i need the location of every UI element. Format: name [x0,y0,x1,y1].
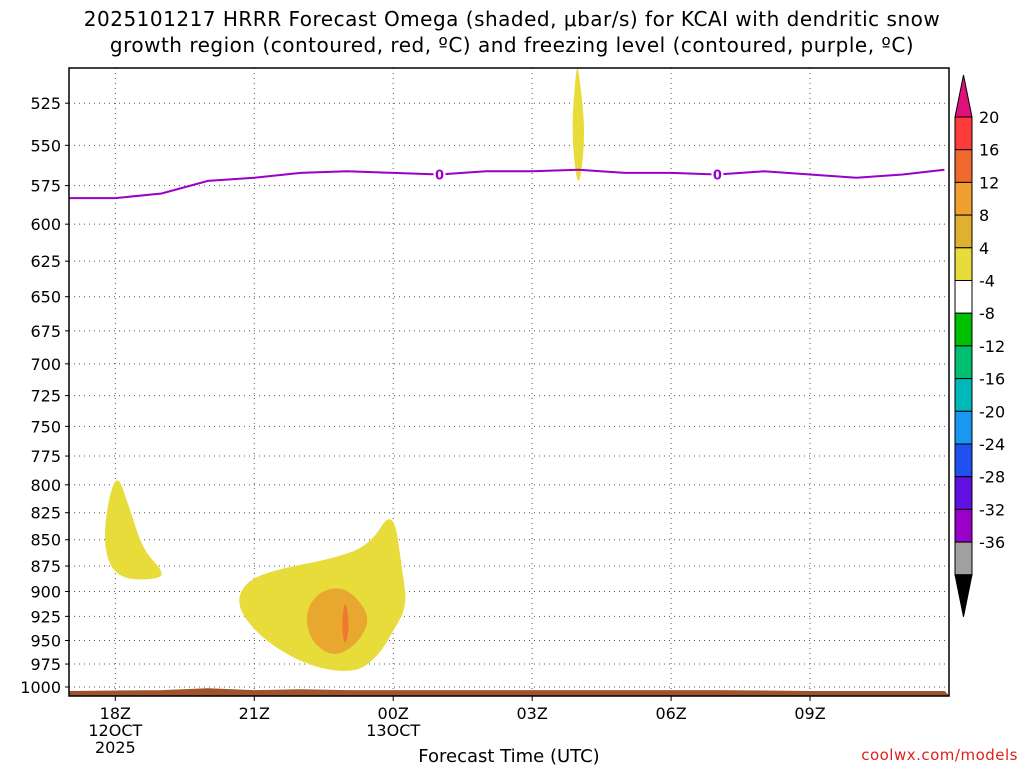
x-tick-label: 21Z [239,704,270,723]
colorbar-swatch [954,214,973,249]
y-tick-label: 525 [30,94,61,113]
omega-fills [104,68,585,671]
freezing-level-contour-label: 0 [713,169,722,184]
grid-lines [69,68,949,696]
colorbar-label: 16 [979,141,999,160]
freezing-level-contour-label: 0 [435,169,444,184]
contour-label-bg [433,166,446,183]
contour-label-bg [711,166,724,183]
y-tick-label: 725 [30,387,61,406]
colorbar-label: 12 [979,173,999,192]
y-tick-label: 550 [30,136,61,155]
x-tick-label: 00Z [378,704,409,723]
credit-link[interactable]: coolwx.com/models [861,746,1018,764]
y-tick-label: 625 [30,252,61,271]
colorbar-swatch [954,247,973,282]
y-tick-label: 575 [30,177,61,196]
colorbar-label: -20 [979,402,1005,421]
colorbar-top-arrow [954,74,973,118]
colorbar-label: -28 [979,468,1005,487]
y-axis: 525 550 575 600 625 650 675 700 725 750 775 800 825 8… [20,94,69,697]
y-tick-label: 800 [30,476,61,495]
x-tick-year-label: 2025 [95,738,136,757]
colorbar-swatch [954,443,973,478]
x-tick-date-label: 13OCT [366,721,420,740]
colorbar-label: -36 [979,533,1005,552]
y-tick-label: 825 [30,504,61,523]
x-tick-label: 09Z [794,704,825,723]
colorbar-swatch [954,312,973,347]
colorbar-label: -4 [979,272,995,291]
colorbar-label: -16 [979,370,1005,389]
colorbar-swatch [954,508,973,543]
x-tick-label: 03Z [516,704,547,723]
y-tick-label: 700 [30,355,61,374]
y-tick-label: 950 [30,632,61,651]
colorbar-label: 4 [979,239,989,258]
colorbar-swatch [954,181,973,216]
colorbar-label: 20 [979,108,999,127]
colorbar-label: -8 [979,304,995,323]
chart-title: 2025101217 HRRR Forecast Omega (shaded, … [0,6,1024,58]
y-tick-label: 925 [30,607,61,626]
colorbar-swatch [954,345,973,380]
colorbar-label: 8 [979,206,989,225]
omega-region-4-8 [572,68,585,181]
omega-region-4-8 [104,480,162,580]
y-tick-label: 750 [30,417,61,436]
plot-frame [68,67,950,697]
y-tick-label: 975 [30,655,61,674]
colorbar-swatch [954,541,973,576]
x-axis-label: Forecast Time (UTC) [418,746,599,767]
y-tick-label: 850 [30,531,61,550]
terrain-area [68,688,951,697]
y-tick-label: 650 [30,288,61,307]
y-tick-label: 1000 [20,678,61,697]
colorbar-swatch [954,410,973,445]
x-tick-date-label: 12OCT [88,721,142,740]
x-tick-label: 06Z [655,704,686,723]
omega-region-8-12 [306,588,368,654]
chart-title-line-1: 2025101217 HRRR Forecast Omega (shaded, … [83,7,941,31]
terrain-layer [68,688,951,697]
freezing-level-line [69,168,945,200]
chart-title-line-2: growth region (contoured, red, ºC) and f… [109,33,915,57]
colorbar-swatch [954,476,973,510]
omega-region-12-16 [342,603,349,643]
colorbar-swatch [954,378,973,412]
y-tick-label: 875 [30,557,61,576]
y-tick-label: 900 [30,583,61,602]
colorbar-swatch [954,149,973,183]
colorbar-label: -12 [979,337,1005,356]
colorbar-label: -32 [979,500,1005,519]
colorbar-label: -24 [979,435,1005,454]
y-tick-label: 775 [30,447,61,466]
colorbar-swatch [954,280,973,314]
x-tick-label: 18Z [100,704,131,723]
y-tick-label: 675 [30,322,61,341]
y-tick-label: 600 [30,215,61,234]
colorbar: 20 16 12 8 4 -4 -8 -12 -16 -20 -24 -28 -32 -36 [954,74,1005,617]
colorbar-swatch [954,116,973,151]
colorbar-bottom-arrow [954,574,973,617]
